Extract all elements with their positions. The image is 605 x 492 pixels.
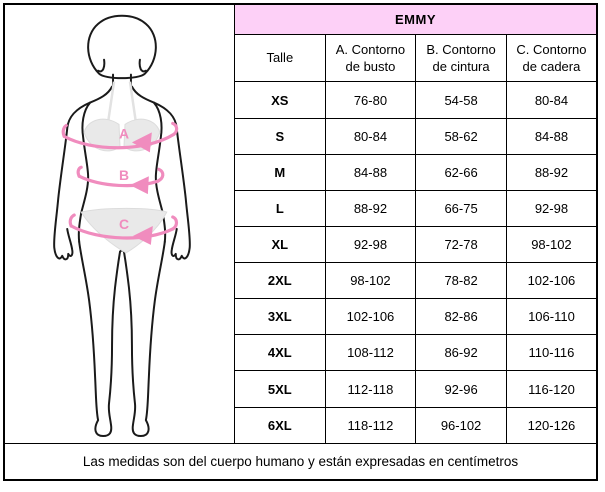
size-cell: 2XL <box>234 262 326 300</box>
title-row: A B <box>3 3 598 444</box>
column-header-cintura: B. Contorno de cintura <box>415 33 507 83</box>
bikini-straps <box>106 81 138 123</box>
waist-label: B <box>119 167 129 183</box>
waist-value-cell: 92-96 <box>415 370 507 408</box>
table-row: 6XL 118-112 96-102 120-126 <box>4 406 598 444</box>
footnote: Las medidas son del cuerpo humano y está… <box>3 442 598 481</box>
waist-value-cell: 96-102 <box>415 406 507 444</box>
waist-value-cell: 82-86 <box>415 298 507 336</box>
body-figure-cell: A B <box>3 3 235 444</box>
size-cell: 4XL <box>234 334 326 372</box>
table-row: XS 76-80 54-58 80-84 <box>4 81 598 119</box>
hip-value-cell: 80-84 <box>505 81 598 119</box>
body-outline <box>53 14 191 437</box>
right-arm <box>130 85 191 261</box>
bust-value-cell: 84-88 <box>324 153 417 191</box>
bust-value-cell: 112-118 <box>324 370 417 408</box>
left-torso <box>77 101 92 243</box>
table-row: S 80-84 58-62 84-88 <box>4 117 598 155</box>
table-row: 4XL 108-112 86-92 110-116 <box>4 334 598 372</box>
size-cell: M <box>234 153 326 191</box>
bust-value-cell: 98-102 <box>324 262 417 300</box>
waist-arrow: B <box>76 165 165 194</box>
column-header-talle: Talle <box>234 33 326 83</box>
table-title: EMMY <box>234 3 598 35</box>
waist-value-cell: 58-62 <box>415 117 507 155</box>
bust-value-cell: 80-84 <box>324 117 417 155</box>
bust-label: A <box>119 125 129 141</box>
hip-value-cell: 116-120 <box>505 370 598 408</box>
header-row: Talle A. Contorno de busto B. Contorno d… <box>4 33 598 83</box>
size-cell: XS <box>234 81 326 119</box>
size-cell: 3XL <box>234 298 326 336</box>
hip-value-cell: 84-88 <box>505 117 598 155</box>
waist-arrowhead-icon <box>129 176 149 194</box>
hip-value-cell: 92-98 <box>505 189 598 227</box>
waist-value-cell: 86-92 <box>415 334 507 372</box>
bust-value-cell: 108-112 <box>324 334 417 372</box>
waist-value-cell: 72-78 <box>415 225 507 264</box>
right-leg <box>122 240 166 437</box>
table-row: M 84-88 62-66 88-92 <box>4 153 598 191</box>
size-chart-table: A B <box>3 3 598 481</box>
bust-value-cell: 76-80 <box>324 81 417 119</box>
table-row: 5XL 112-118 92-96 116-120 <box>4 370 598 408</box>
hip-value-cell: 98-102 <box>505 225 598 264</box>
hip-value-cell: 88-92 <box>505 153 598 191</box>
hip-label: C <box>119 216 129 232</box>
bust-arrowhead-icon <box>131 132 152 153</box>
size-chart-body: A B <box>3 3 598 481</box>
column-header-cadera: C. Contorno de cadera <box>505 33 598 83</box>
bust-value-cell: 118-112 <box>324 406 417 444</box>
table-row: L 88-92 66-75 92-98 <box>4 189 598 227</box>
hip-arrow: C <box>68 213 179 245</box>
size-cell: 5XL <box>234 370 326 408</box>
size-guide: A B <box>3 3 598 481</box>
bust-value-cell: 92-98 <box>324 225 417 264</box>
hip-value-cell: 120-126 <box>505 406 598 444</box>
waist-value-cell: 62-66 <box>415 153 507 191</box>
hip-arrowhead-icon <box>132 225 153 245</box>
waist-value-cell: 78-82 <box>415 262 507 300</box>
column-header-busto: A. Contorno de busto <box>324 33 417 83</box>
waist-value-cell: 66-75 <box>415 189 507 227</box>
hip-value-cell: 110-116 <box>505 334 598 372</box>
waist-value-cell: 54-58 <box>415 81 507 119</box>
left-leg <box>78 240 121 437</box>
right-torso <box>152 101 167 243</box>
bust-arrow: A <box>61 121 179 153</box>
hip-value-cell: 106-110 <box>505 298 598 336</box>
footer-row: Las medidas son del cuerpo humano y está… <box>3 442 598 481</box>
table-row: XL 92-98 72-78 98-102 <box>4 225 598 264</box>
hair-detail <box>97 58 147 73</box>
bust-value-cell: 88-92 <box>324 189 417 227</box>
size-cell: S <box>234 117 326 155</box>
bust-value-cell: 102-106 <box>324 298 417 336</box>
hip-value-cell: 102-106 <box>505 262 598 300</box>
size-cell: L <box>234 189 326 227</box>
body-measurement-illustration: A B <box>53 14 191 437</box>
bikini <box>80 81 168 254</box>
left-arm <box>53 85 114 261</box>
hair-icon <box>87 14 157 80</box>
size-cell: 6XL <box>234 406 326 444</box>
size-cell: XL <box>234 225 326 264</box>
